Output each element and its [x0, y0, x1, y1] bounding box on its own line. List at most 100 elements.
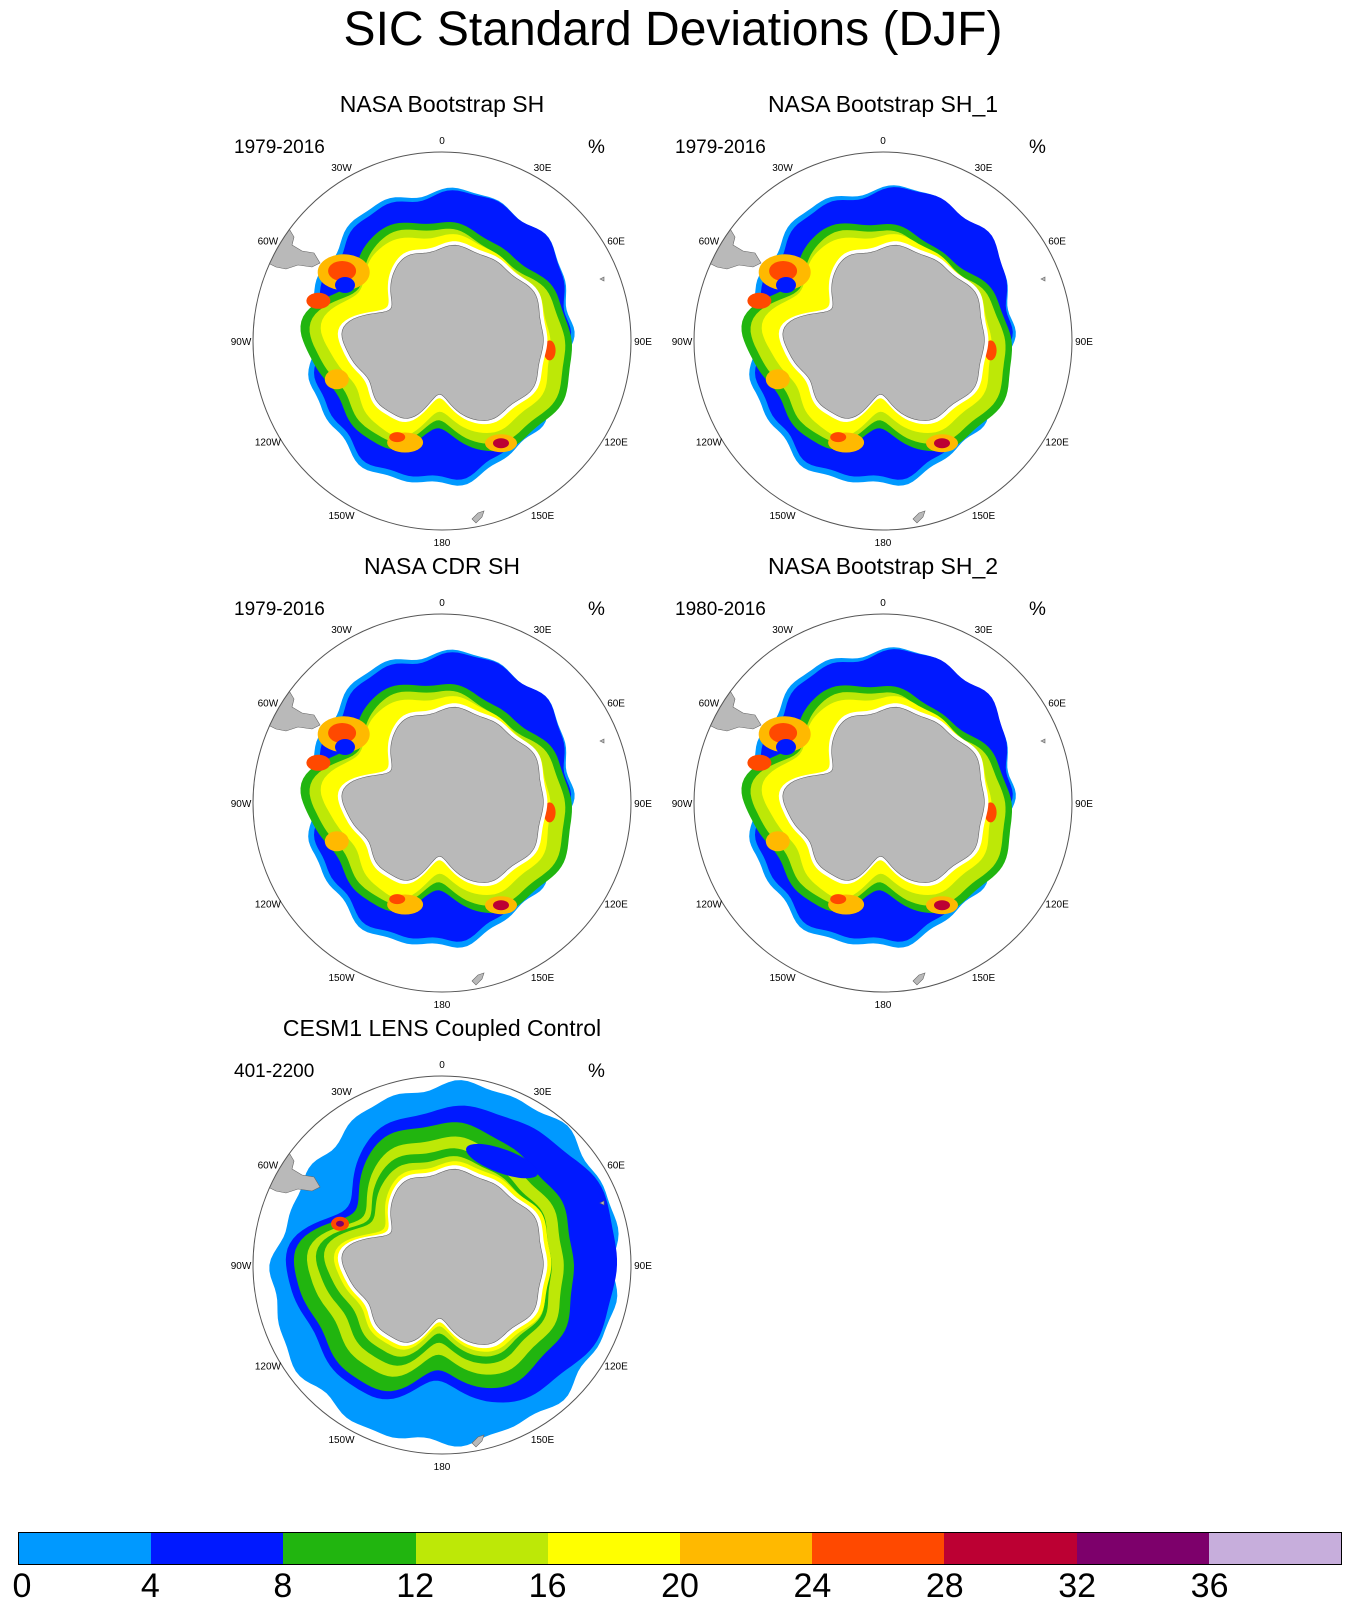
sic-model-low-lobe: [466, 1143, 538, 1179]
sic-hotspot: [306, 754, 331, 771]
south-america-land: [259, 226, 321, 270]
longitude-label: 150W: [328, 511, 355, 522]
longitude-label: 60E: [1048, 699, 1066, 710]
longitude-label: 30E: [534, 625, 552, 636]
longitude-label: 0: [439, 1060, 445, 1071]
longitude-label: 60E: [1048, 237, 1066, 248]
longitude-label: 90W: [672, 337, 693, 348]
south-america-land: [259, 688, 321, 732]
sic-hotspot: [830, 894, 847, 905]
sic-hotspot: [765, 369, 790, 390]
map-boundary-circle: [252, 613, 632, 993]
longitude-label: 150E: [531, 511, 555, 522]
colorbar-segment: [415, 1533, 548, 1564]
colorbar-segment: [1208, 1533, 1342, 1564]
new-zealand-land: [912, 972, 926, 986]
longitude-label: 90W: [231, 1261, 252, 1272]
panel-period: 1979-2016: [675, 137, 766, 158]
panel-title: NASA Bootstrap SH_1: [767, 91, 999, 117]
longitude-label: 180: [434, 538, 451, 549]
map-panel-nasa-bootstrap-sh-2: NASA Bootstrap SH_2 1980-2016 % 0 30E 60E 9…: [643, 552, 1123, 1027]
longitude-label: 60W: [699, 237, 720, 248]
longitude-label: 180: [875, 538, 892, 549]
panel-title: CESM1 LENS Coupled Control: [282, 1015, 602, 1041]
longitude-label: 150W: [769, 511, 796, 522]
colorbar-tick-label: 32: [1058, 1567, 1097, 1605]
longitude-label: 90E: [634, 799, 652, 810]
longitude-label: 30E: [975, 625, 993, 636]
longitude-label: 120E: [1045, 900, 1069, 911]
antarctica-land: [341, 706, 544, 883]
longitude-label: 0: [439, 598, 445, 609]
longitude-label: 150E: [972, 973, 996, 984]
longitude-label: 120E: [604, 900, 628, 911]
longitude-label: 180: [875, 1000, 892, 1011]
longitude-label: 30W: [772, 625, 793, 636]
map-boundary-circle: [693, 151, 1073, 531]
longitude-label: 90W: [231, 799, 252, 810]
polar-map: 0 30E 60E 90E 120E 150E 180 150W 120W 90W 60W 30W: [231, 1060, 653, 1473]
map-content: [259, 649, 605, 986]
colorbar-labels: 0 4 8 12 16 20 24 28 32 36: [0, 1566, 1346, 1606]
longitude-label: 30W: [331, 163, 352, 174]
longitude-label: 0: [439, 136, 445, 147]
longitude-label: 90W: [672, 799, 693, 810]
panel-title: NASA Bootstrap SH_2: [767, 553, 999, 579]
longitude-label: 60E: [607, 1161, 625, 1172]
longitude-label: 120E: [604, 438, 628, 449]
colorbar-tick-label: 28: [925, 1567, 964, 1605]
new-zealand-land: [471, 972, 485, 986]
colorbar-segment: [151, 1533, 284, 1564]
figure-title: SIC Standard Deviations (DJF): [343, 3, 1003, 56]
island-land: [599, 738, 605, 744]
longitude-label: 90W: [231, 337, 252, 348]
sic-hotspot: [389, 894, 406, 905]
polar-map: 0 30E 60E 90E 120E 150E 180 150W 120W 90W 60W 30W: [672, 136, 1094, 549]
map-boundary-circle: [252, 151, 632, 531]
sic-hotspot: [765, 831, 790, 852]
longitude-label: 150E: [531, 973, 555, 984]
panel-units: %: [588, 1061, 605, 1082]
longitude-label: 150E: [972, 511, 996, 522]
polar-map: 0 30E 60E 90E 120E 150E 180 150W 120W 90W 60W 30W: [231, 136, 653, 549]
longitude-label: 90E: [1075, 337, 1093, 348]
panel-title: NASA Bootstrap SH: [339, 91, 545, 117]
colorbar-segment: [680, 1533, 813, 1564]
sic-hotspot: [389, 432, 406, 443]
map-content: [259, 187, 605, 524]
panel-title: NASA CDR SH: [364, 553, 520, 579]
longitude-label: 150E: [531, 1435, 555, 1446]
panel-period: 1979-2016: [234, 137, 325, 158]
sic-hotspot: [747, 754, 772, 771]
longitude-label: 150W: [328, 973, 355, 984]
longitude-label: 30E: [975, 163, 993, 174]
new-zealand-land: [471, 1434, 485, 1448]
sic-hotspot: [493, 900, 509, 911]
longitude-label: 0: [880, 598, 886, 609]
colorbar-segment: [283, 1533, 416, 1564]
longitude-label: 120E: [1045, 438, 1069, 449]
antarctica-land: [782, 244, 985, 421]
sic-hotspot: [830, 432, 847, 443]
panel-period: 401-2200: [234, 1061, 315, 1082]
colorbar-tick-label: 4: [140, 1567, 160, 1605]
sic-weddell-low: [335, 277, 355, 293]
antarctica-land: [782, 706, 985, 883]
sic-hotspot: [324, 369, 349, 390]
longitude-label: 60W: [258, 699, 279, 710]
map-panel-nasa-bootstrap-sh-1: NASA Bootstrap SH_1 1979-2016 % 0 30E 60E 9…: [643, 90, 1123, 565]
new-zealand-land: [912, 510, 926, 524]
longitude-label: 120W: [255, 1362, 282, 1373]
panel-period: 1979-2016: [234, 599, 325, 620]
antarctica-land: [341, 1168, 544, 1345]
colorbar-tick-label: 16: [528, 1567, 567, 1605]
colorbar-segment: [1076, 1533, 1209, 1564]
longitude-label: 180: [434, 1462, 451, 1473]
sic-hotspot: [306, 292, 331, 309]
longitude-label: 60E: [607, 699, 625, 710]
colorbar-segment: [19, 1533, 152, 1564]
colorbar-tick-label: 24: [793, 1567, 832, 1605]
longitude-label: 150W: [769, 973, 796, 984]
sic-hotspot: [328, 723, 357, 743]
map-content: [259, 1080, 619, 1448]
